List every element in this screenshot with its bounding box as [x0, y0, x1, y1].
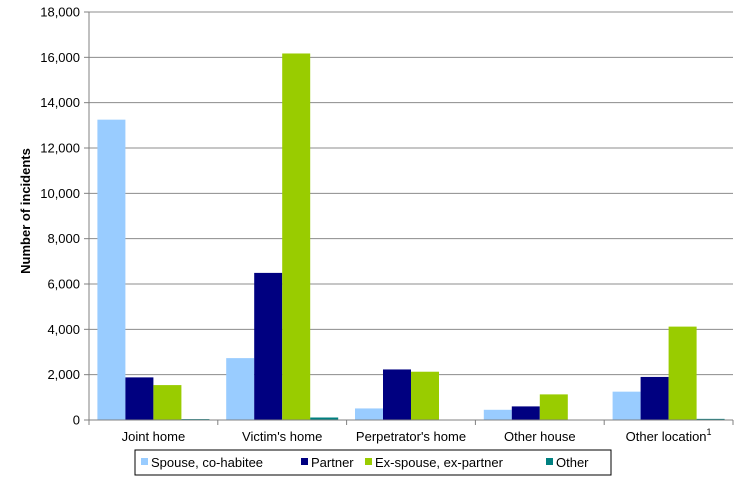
legend: Spouse, co-habitee Partner Ex-spouse, ex-p…	[134, 449, 612, 476]
bar	[282, 53, 311, 420]
legend-label: Partner	[311, 455, 354, 470]
bar	[511, 406, 540, 420]
legend-label: Ex-spouse, ex-partner	[375, 455, 504, 470]
bar	[696, 418, 725, 420]
legend-swatch	[141, 458, 148, 465]
legend-swatch	[546, 458, 553, 465]
bar	[254, 272, 283, 420]
legend-box	[134, 449, 612, 476]
bar	[153, 385, 182, 420]
bar	[125, 377, 154, 420]
x-tick-label: Victim's home	[242, 429, 322, 444]
axes	[84, 11, 734, 425]
bar	[310, 417, 339, 420]
bars	[97, 53, 725, 421]
x-tick-label: Other house	[504, 429, 576, 444]
y-axis-title: Number of incidents	[18, 148, 33, 274]
bar	[640, 376, 669, 420]
bar	[612, 391, 641, 420]
y-tick-label: 8,000	[47, 231, 80, 246]
x-tick-label: Joint home	[122, 429, 186, 444]
y-tick-label: 6,000	[47, 277, 80, 292]
y-tick-label: 0	[73, 413, 80, 428]
x-tick-footnote-marker: 1	[707, 427, 712, 437]
bar	[355, 408, 383, 420]
x-tick-label: Other location1	[626, 427, 712, 444]
y-tick-label: 14,000	[40, 95, 80, 110]
bar	[483, 409, 512, 420]
bar	[383, 369, 411, 420]
bar	[97, 119, 126, 421]
bar	[411, 371, 439, 420]
y-tick-label: 10,000	[40, 186, 80, 201]
legend-label: Spouse, co-habitee	[151, 455, 263, 470]
bar	[226, 358, 255, 420]
y-tick-label: 18,000	[40, 5, 80, 20]
gridlines	[89, 11, 733, 376]
y-tick-label: 12,000	[40, 141, 80, 156]
y-tick-label: 16,000	[40, 50, 80, 65]
y-tick-label: 2,000	[47, 367, 80, 382]
y-tick-label: 4,000	[47, 322, 80, 337]
legend-swatch	[301, 458, 308, 465]
x-tick-labels: Joint home Victim's home Perpetrator's hom…	[122, 427, 712, 444]
bar	[668, 326, 697, 420]
x-tick-label: Perpetrator's home	[356, 429, 466, 444]
y-tick-labels: 0 2,000 4,000 6,000 8,000 10,000 12,000 14,000 1…	[40, 5, 80, 428]
legend-swatch	[365, 458, 372, 465]
legend-label: Other	[556, 455, 589, 470]
bar	[539, 394, 568, 420]
